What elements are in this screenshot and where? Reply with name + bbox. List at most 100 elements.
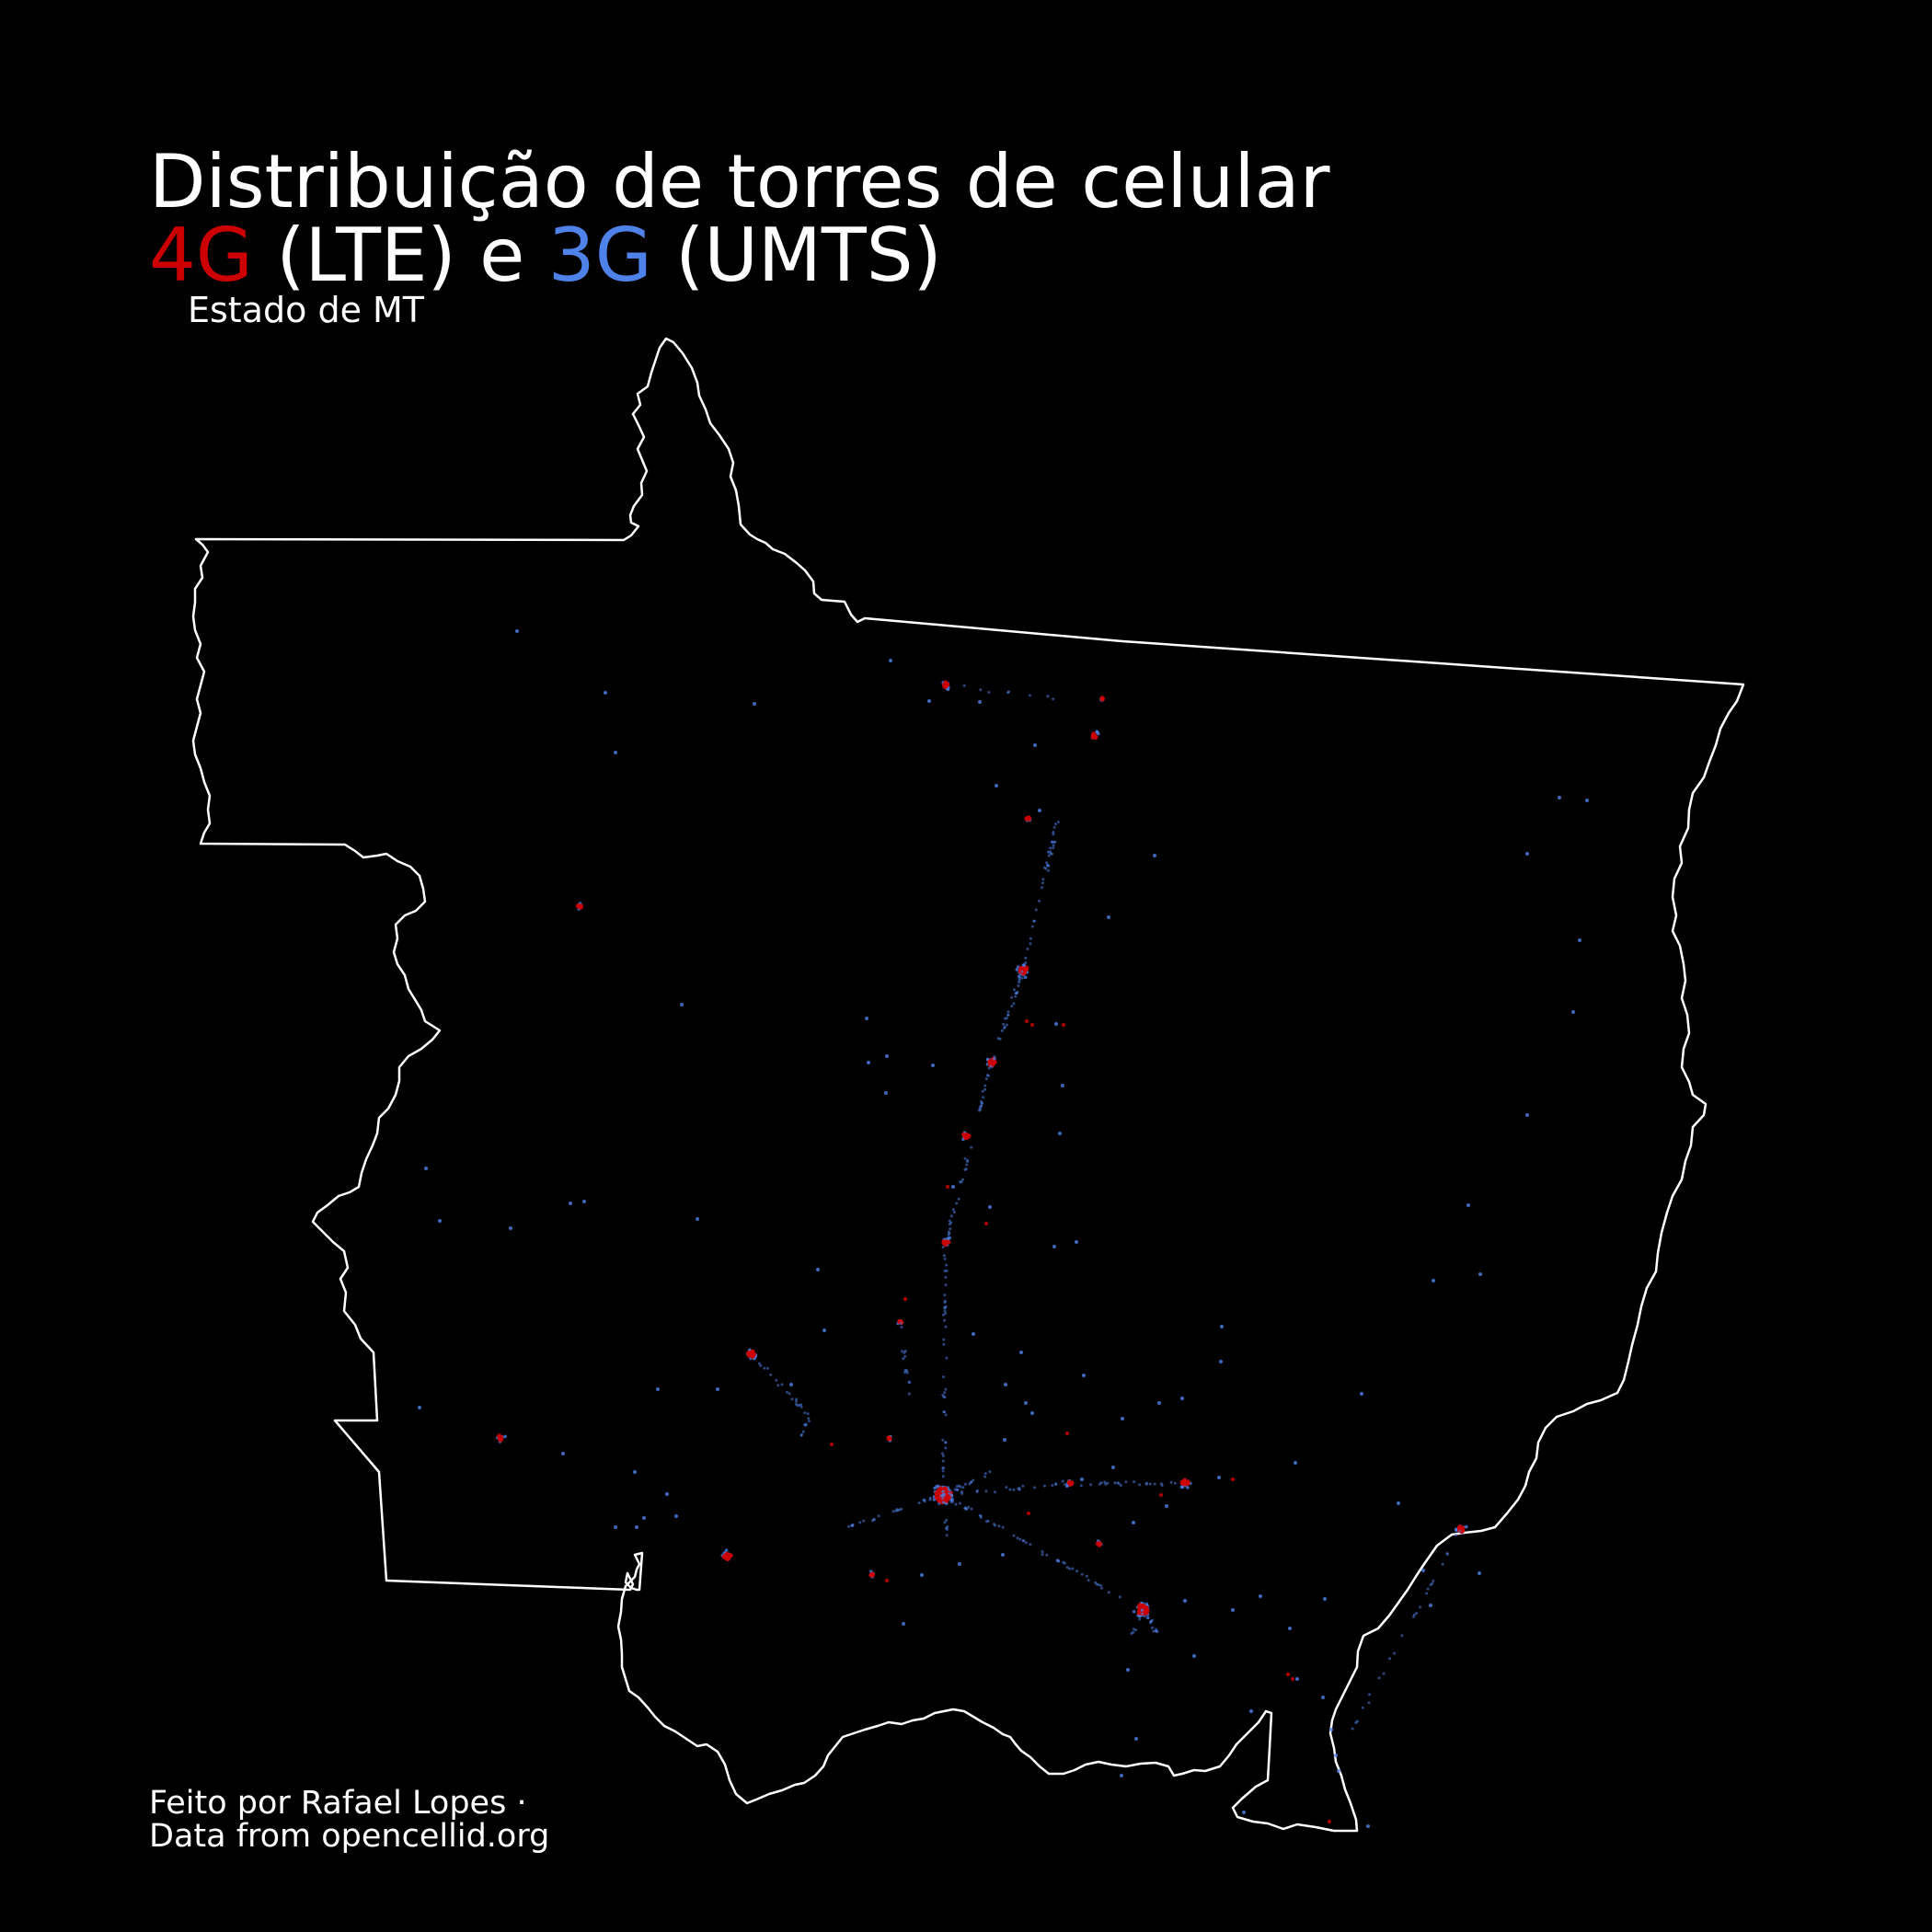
- tower-4g-point: [1062, 1023, 1065, 1027]
- tower-3g-point: [965, 1163, 969, 1167]
- tower-3g-point: [1061, 1084, 1064, 1087]
- tower-3g-point: [1425, 1592, 1429, 1595]
- tower-3g-point: [775, 1378, 778, 1382]
- legend-3g-technology: (UMTS): [651, 213, 942, 298]
- tower-3g-point: [674, 1514, 678, 1518]
- tower-3g-point: [1415, 1612, 1419, 1615]
- tower-3g-point: [1400, 1634, 1404, 1638]
- tower-3g-point: [1393, 1651, 1396, 1655]
- tower-4g-point: [984, 1222, 988, 1225]
- tower-3g-point: [946, 1527, 949, 1531]
- tower-3g-point: [816, 1268, 820, 1271]
- tower-3g-point: [1018, 976, 1021, 980]
- tower-3g-point: [1018, 981, 1021, 984]
- tower-3g-point: [1148, 1482, 1152, 1486]
- tower-3g-point: [1525, 1113, 1529, 1117]
- tower-3g-point: [1029, 937, 1032, 940]
- tower-3g-point: [1080, 1478, 1084, 1481]
- tower-3g-point: [1029, 1543, 1032, 1547]
- tower-3g-point: [1124, 1480, 1128, 1484]
- tower-3g-point: [561, 1452, 565, 1455]
- tower-3g-point: [1329, 1728, 1333, 1731]
- tower-3g-point: [1455, 1527, 1458, 1531]
- tower-3g-point: [1126, 1668, 1130, 1672]
- tower-3g-point: [959, 1501, 961, 1505]
- tower-3g-point: [907, 1392, 911, 1396]
- tower-3g-point: [931, 1064, 935, 1067]
- tower-4g-point: [990, 1059, 995, 1064]
- tower-3g-point: [822, 1328, 826, 1332]
- tower-3g-point: [569, 1202, 572, 1205]
- tower-3g-point: [633, 1470, 637, 1474]
- legend-4g-label: 4G: [149, 213, 253, 298]
- tower-3g-point: [987, 1066, 991, 1070]
- tower-3g-point: [1022, 1539, 1026, 1543]
- tower-3g-point: [1145, 1616, 1150, 1620]
- tower-3g-point: [503, 1434, 507, 1439]
- tower-3g-point: [949, 1214, 953, 1218]
- tower-3g-point: [582, 1200, 586, 1203]
- tower-3g-point: [960, 1492, 964, 1495]
- tower-4g-point: [1021, 969, 1028, 974]
- tower-3g-point: [945, 1236, 949, 1240]
- tower-3g-point: [1024, 961, 1028, 964]
- tower-3g-point: [1052, 846, 1055, 850]
- tower-4g-point: [887, 1436, 892, 1442]
- tower-3g-point: [1242, 1811, 1246, 1814]
- tower-3g-point: [1041, 878, 1045, 881]
- tower-3g-point: [943, 1257, 947, 1260]
- tower-3g-point: [1141, 1612, 1144, 1616]
- tower-3g-point: [1183, 1599, 1187, 1603]
- tower-4g-point: [944, 683, 949, 688]
- tower-3g-point: [951, 1208, 955, 1212]
- tower-3g-point: [1045, 1553, 1049, 1557]
- tower-3g-point: [1001, 1525, 1005, 1529]
- tower-3g-point: [1361, 1706, 1364, 1709]
- tower-3g-point: [941, 1475, 945, 1478]
- tower-3g-point: [902, 1357, 905, 1361]
- tower-3g-point: [983, 1472, 987, 1476]
- legend-4g-technology: (LTE) e: [252, 213, 548, 298]
- tower-3g-point: [1030, 1411, 1034, 1415]
- tower-3g-point: [979, 1516, 983, 1519]
- tower-3g-point: [509, 1226, 512, 1230]
- tower-3g-point: [1153, 1482, 1156, 1486]
- tower-3g-point: [1151, 1626, 1154, 1629]
- tower-4g-point: [1097, 1542, 1102, 1547]
- tower-4g-point: [938, 1486, 944, 1491]
- tower-3g-point: [942, 1313, 945, 1317]
- tower-3g-point: [1003, 1438, 1006, 1442]
- tower-3g-point: [1558, 796, 1561, 799]
- tower-3g-point: [945, 1534, 949, 1537]
- tower-3g-point: [716, 1387, 719, 1391]
- tower-4g-point: [1065, 1432, 1069, 1435]
- tower-3g-point: [978, 1106, 982, 1110]
- tower-3g-point: [1075, 1240, 1078, 1244]
- tower-4g-point: [1030, 1023, 1034, 1027]
- tower-3g-point: [1085, 1574, 1088, 1578]
- tower-4g-point: [885, 1579, 889, 1582]
- tower-3g-point: [942, 1338, 946, 1341]
- tower-3g-point: [1360, 1392, 1363, 1396]
- tower-3g-point: [943, 1391, 947, 1395]
- tower-3g-point: [635, 1525, 638, 1529]
- tower-3g-point: [957, 1484, 960, 1488]
- tower-3g-point: [1024, 1401, 1028, 1405]
- tower-3g-point: [903, 1368, 907, 1372]
- tower-3g-point: [941, 1459, 945, 1463]
- tower-3g-point: [1071, 1567, 1075, 1570]
- tower-3g-point: [940, 1494, 944, 1498]
- tower-3g-point: [1192, 1654, 1196, 1658]
- tower-3g-point: [1012, 1534, 1016, 1537]
- tower-3g-point: [1366, 1824, 1370, 1828]
- tower-3g-point: [942, 1489, 946, 1493]
- tower-3g-point: [1050, 852, 1053, 856]
- tower-3g-point: [889, 659, 892, 662]
- tower-3g-point: [1585, 799, 1589, 802]
- tower-3g-point: [960, 1178, 964, 1181]
- tower-3g-point: [945, 1356, 949, 1360]
- tower-3g-point: [1149, 1620, 1153, 1624]
- tower-3g-point: [1120, 1774, 1123, 1777]
- tower-3g-point: [1001, 1553, 1005, 1557]
- tower-3g-point: [941, 1469, 945, 1473]
